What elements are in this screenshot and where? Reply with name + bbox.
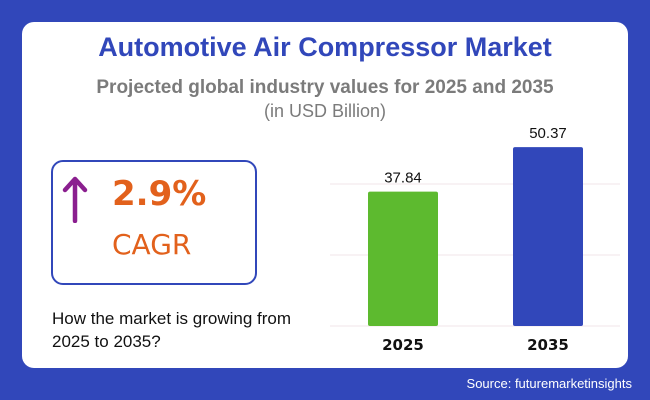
bar-2025 (368, 191, 438, 326)
bar-2035 (513, 147, 583, 326)
unit-label: (in USD Billion) (263, 101, 387, 121)
cagr-label: CAGR (112, 228, 192, 261)
x-tick-label: 2025 (382, 336, 424, 354)
arrow-up-icon (62, 176, 88, 223)
data-label: 37.84 (384, 170, 422, 187)
page-title: Automotive Air Compressor Market (98, 32, 552, 62)
cagr-value: 2.9% (112, 174, 207, 214)
cagr-box (51, 160, 257, 285)
x-tick-label: 2035 (527, 336, 569, 354)
subtitle: Projected global industry values for 202… (96, 77, 554, 98)
data-label: 50.37 (529, 125, 567, 142)
question-text: How the market is growing from 2025 to 2… (52, 309, 292, 351)
source-text: Source: futuremarketinsights (466, 376, 632, 391)
